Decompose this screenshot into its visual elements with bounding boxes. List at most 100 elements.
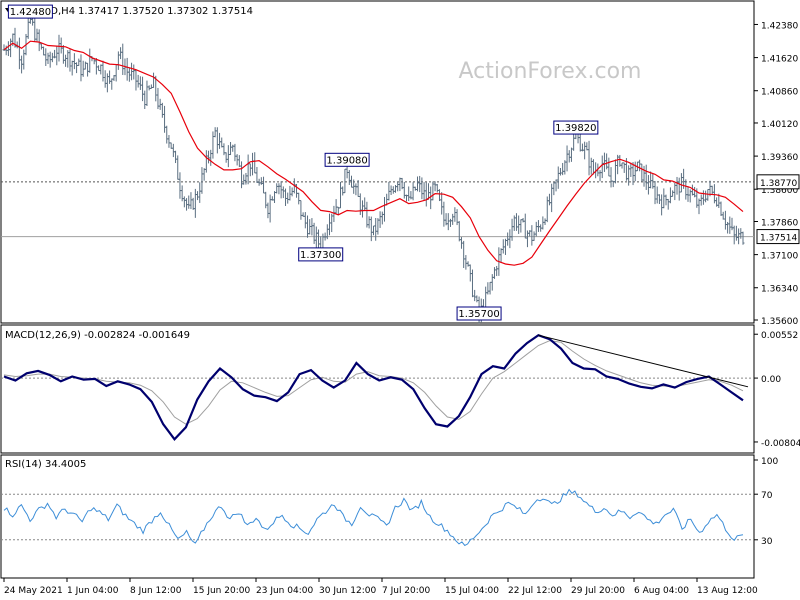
rsi-label: RSI(14) 34.4005 xyxy=(5,459,86,470)
price-bar xyxy=(211,131,215,159)
price-bar xyxy=(196,191,200,201)
price-bar xyxy=(508,229,512,249)
price-bar xyxy=(202,168,206,181)
price-bar xyxy=(523,213,527,239)
price-bar xyxy=(644,164,648,190)
price-bar xyxy=(42,46,46,56)
price-bar xyxy=(420,177,424,200)
price-layer: 1.42480 1.39080 1.37300 1.35700 1.39820 xyxy=(1,4,754,324)
price-bar xyxy=(437,189,441,202)
price-bar xyxy=(339,181,343,209)
price-bar xyxy=(666,198,670,210)
price-annotation: 1.39820 xyxy=(553,120,599,135)
rsi-axis-label: 30 xyxy=(761,537,773,547)
price-bar xyxy=(453,207,457,222)
price-bar xyxy=(44,48,48,67)
price-bar xyxy=(121,43,125,75)
price-bar xyxy=(191,197,195,210)
price-bar xyxy=(68,49,72,72)
price-bar xyxy=(204,150,208,173)
price-bar xyxy=(149,84,153,89)
price-bar xyxy=(565,145,569,172)
price-bar xyxy=(730,217,734,231)
time-axis-label: 30 Jun 12:00 xyxy=(319,586,376,596)
price-bar xyxy=(167,135,171,148)
price-bar xyxy=(281,186,285,199)
price-axis-label: 1.42380 xyxy=(761,21,798,31)
reference-price-label: 1.38770 xyxy=(760,179,797,189)
price-pane xyxy=(0,0,755,324)
price-annotation: 1.37300 xyxy=(298,247,344,262)
price-bar xyxy=(354,183,358,196)
macd-trendline xyxy=(538,334,749,388)
price-bar xyxy=(490,274,494,291)
price-bar xyxy=(616,154,620,175)
price-bar xyxy=(684,179,688,200)
price-axis-label: 1.40860 xyxy=(761,88,798,98)
price-bar xyxy=(306,215,310,238)
price-bar xyxy=(143,90,147,110)
price-bar xyxy=(723,210,727,230)
price-axis-label: 1.38600 xyxy=(761,186,798,196)
price-bar xyxy=(213,127,217,138)
price-bar xyxy=(251,152,255,176)
price-bar xyxy=(310,218,314,236)
price-bar xyxy=(662,188,666,209)
price-bar xyxy=(237,155,241,167)
annotation-label: 1.39820 xyxy=(555,123,596,134)
annotation-box xyxy=(7,4,53,19)
price-bar xyxy=(35,28,39,42)
price-bar xyxy=(660,194,664,216)
price-bar xyxy=(189,192,193,210)
price-bar xyxy=(442,201,446,227)
price-bar xyxy=(242,174,246,185)
annotation-box xyxy=(324,152,370,167)
watermark: ActionForex.com xyxy=(459,59,642,84)
annotation-label: 1.35700 xyxy=(458,309,499,320)
price-bar xyxy=(607,157,611,177)
price-bar xyxy=(266,202,270,219)
price-bar xyxy=(299,200,303,220)
price-bar xyxy=(382,197,386,222)
annotation-label: 1.39080 xyxy=(326,155,367,166)
price-bar xyxy=(303,212,307,229)
time-axis-label: 8 Jun 12:00 xyxy=(130,586,182,596)
price-bar xyxy=(79,54,83,82)
price-bar xyxy=(488,281,492,295)
price-bar xyxy=(499,248,503,263)
price-bar xyxy=(248,163,252,177)
price-bar xyxy=(679,173,683,193)
price-bar xyxy=(207,150,211,164)
price-bar xyxy=(552,181,556,196)
price-axis-label: 1.37100 xyxy=(761,252,798,262)
price-bar xyxy=(706,189,710,201)
price-bar xyxy=(372,225,375,236)
price-bar xyxy=(435,183,439,193)
price-bar xyxy=(367,216,371,229)
time-axis-label: 13 Aug 12:00 xyxy=(697,586,758,596)
price-bar xyxy=(286,192,290,204)
price-bar xyxy=(600,155,604,179)
price-bar xyxy=(361,200,365,218)
price-bar xyxy=(215,127,219,154)
price-bar xyxy=(297,192,301,205)
price-bar xyxy=(728,216,732,234)
annotation-box xyxy=(553,120,599,135)
price-bar xyxy=(72,53,76,70)
price-bar xyxy=(514,213,518,231)
price-bar xyxy=(451,213,455,225)
price-bar xyxy=(492,267,496,279)
price-bar xyxy=(61,45,65,64)
price-bar xyxy=(284,188,288,206)
macd-axis-label: 0.00552 xyxy=(761,331,798,341)
price-axis-label: 1.40120 xyxy=(761,120,798,130)
price-bar xyxy=(94,57,98,75)
price-bar xyxy=(569,147,573,162)
time-axis-label: 7 Jul 20:00 xyxy=(382,586,431,596)
ohlc-values: 1.37417 1.37520 1.37302 1.37514 xyxy=(78,6,253,17)
price-bar xyxy=(356,179,360,198)
price-bar xyxy=(587,140,591,176)
price-bar xyxy=(152,72,156,88)
price-bar xyxy=(448,218,452,227)
